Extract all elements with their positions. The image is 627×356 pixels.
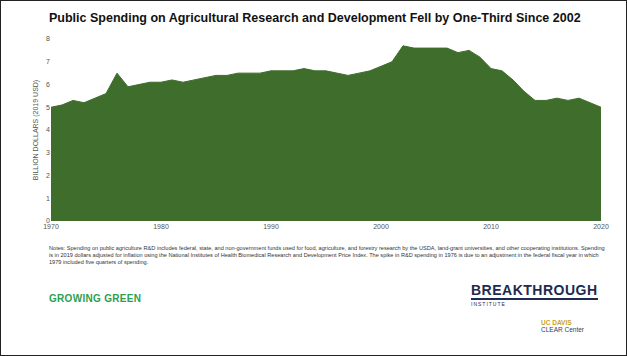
svg-text:1970: 1970	[43, 223, 59, 230]
svg-text:3: 3	[46, 149, 50, 156]
svg-text:6: 6	[46, 81, 50, 88]
svg-text:5: 5	[46, 104, 50, 111]
svg-text:1: 1	[46, 195, 50, 202]
html-text:BREAKTHROUGH: BREAKTHROUGH	[471, 282, 598, 298]
svg-text:2020: 2020	[593, 223, 609, 230]
html-text:GROWING GREEN: GROWING GREEN	[49, 293, 142, 304]
svg-text:0: 0	[46, 217, 50, 224]
svg-text:2010: 2010	[483, 223, 499, 230]
svg-text:2000: 2000	[373, 223, 389, 230]
svg-text:1980: 1980	[153, 223, 169, 230]
svg-text:1990: 1990	[263, 223, 279, 230]
svg-text:7: 7	[46, 58, 50, 65]
html-text:Notes: Spending on public agri: Notes: Spending on public agriculture R&…	[49, 245, 605, 265]
html-text:UC DAVIS: UC DAVIS	[541, 319, 572, 326]
html-text:CLEAR Center: CLEAR Center	[541, 326, 584, 333]
svg-text:4: 4	[46, 126, 50, 133]
html-text:Public Spending on Agricultura: Public Spending on Agricultural Research…	[49, 11, 581, 25]
html-text:INSTITUTE: INSTITUTE	[471, 301, 506, 307]
svg-text:BILLION DOLLARS (2019 USD): BILLION DOLLARS (2019 USD)	[32, 80, 40, 180]
svg-text:2: 2	[46, 172, 50, 179]
svg-text:8: 8	[46, 35, 50, 42]
